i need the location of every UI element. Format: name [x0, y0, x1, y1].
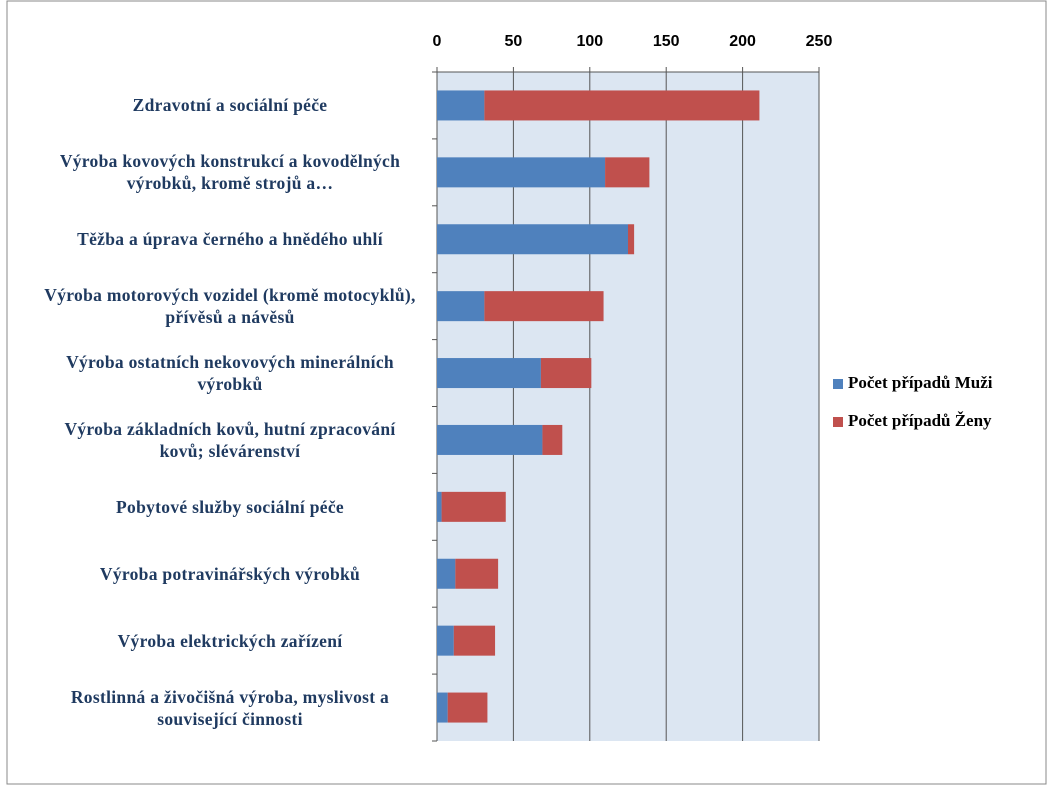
legend-label: Počet případů Ženy	[848, 411, 992, 430]
category-label: Zdravotní a sociální péče	[132, 95, 328, 116]
bar-segment	[437, 291, 485, 322]
category-label: Pobytové služby sociální péče	[116, 496, 344, 517]
category-label: Výroba elektrických zařízení	[117, 630, 343, 651]
bar-segment	[484, 90, 760, 121]
x-tick-label: 0	[433, 33, 442, 50]
chart-border	[6, 0, 1047, 785]
x-tick-label: 100	[576, 33, 603, 50]
bar-segment	[441, 491, 506, 522]
bar-segment	[540, 358, 592, 389]
bar-segment	[447, 692, 488, 723]
bar-segment	[437, 424, 543, 455]
bar-segment	[605, 157, 650, 188]
bar-segment	[484, 291, 604, 322]
bar-segment	[437, 625, 454, 656]
x-tick-label: 150	[653, 33, 680, 50]
x-tick-label: 250	[806, 33, 833, 50]
bar-segment	[455, 558, 499, 589]
bar-segment	[437, 358, 541, 389]
category-label: Těžba a úprava černého a hnědého uhlí	[77, 229, 383, 250]
category-label: Výroba kovových konstrukcí a kovodělných…	[59, 151, 401, 194]
legend-swatch	[833, 417, 843, 427]
x-tick-label: 200	[729, 33, 756, 50]
category-label: Výroba základních kovů, hutní zpracování…	[64, 418, 396, 461]
bar-segment	[437, 692, 448, 723]
bar-segment	[437, 491, 442, 522]
category-label: Výroba motorových vozidel (kromě motocyk…	[44, 285, 416, 328]
category-label: Výroba ostatních nekovových minerálních …	[66, 352, 394, 395]
bar-segment	[437, 90, 485, 121]
bar-segment	[437, 224, 628, 255]
category-label: Výroba potravinářských výrobků	[99, 563, 361, 584]
legend-swatch	[833, 379, 843, 389]
x-tick-label: 50	[505, 33, 523, 50]
bar-segment	[453, 625, 496, 656]
bar-segment	[628, 224, 635, 255]
bar-segment	[542, 424, 563, 455]
bar-segment	[437, 157, 606, 188]
bar-segment	[437, 558, 456, 589]
legend-label: Počet případů Muži	[848, 373, 993, 392]
category-label: Rostlinná a živočišná výroba, myslivost …	[70, 686, 390, 729]
